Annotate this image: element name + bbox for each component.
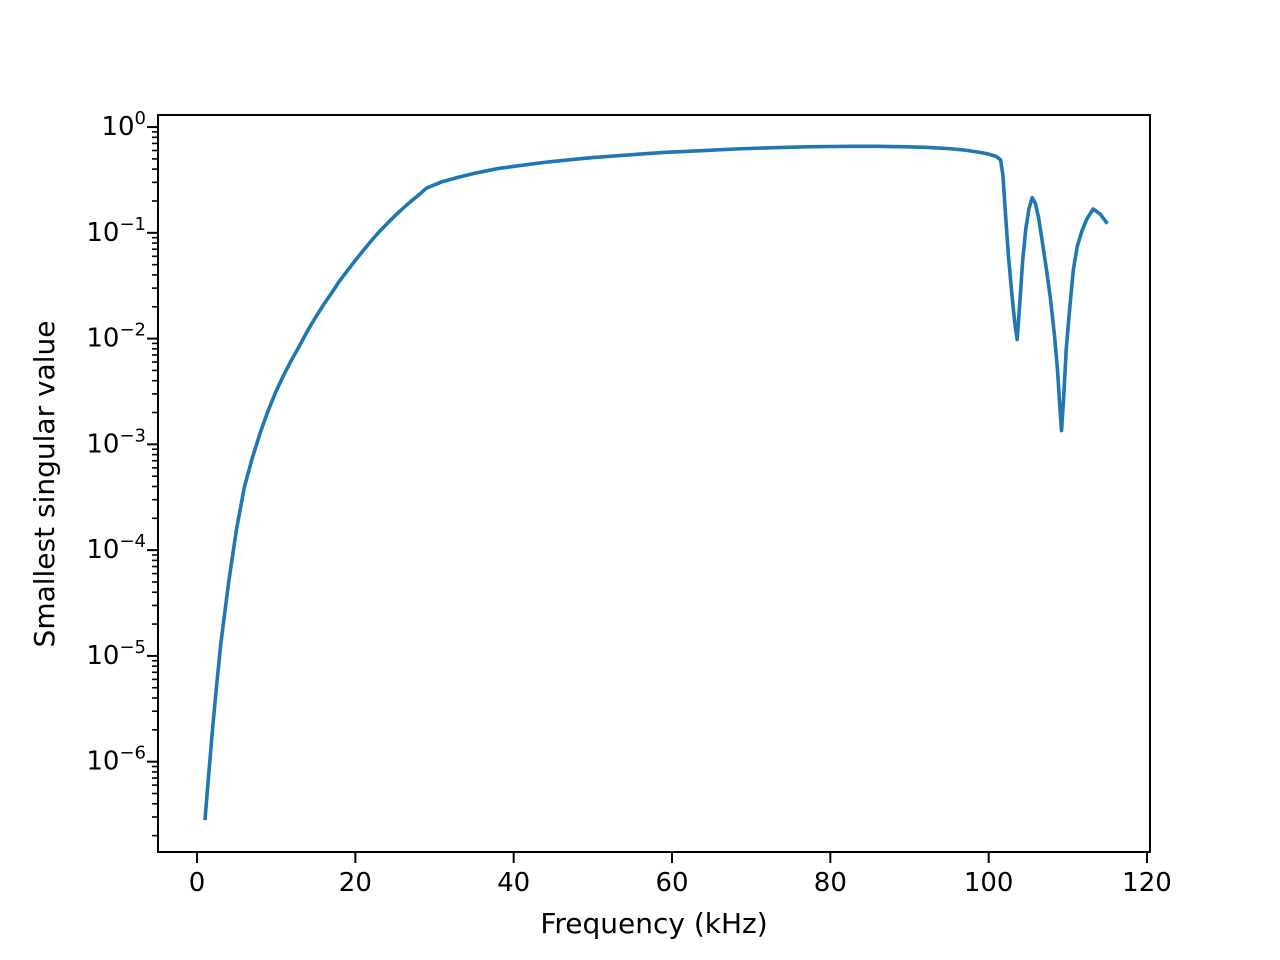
x-tick-label: 80	[814, 868, 847, 898]
chart-generated-content: 100 10−1 10−2 10−3 10−4 10−5 10−6 0 20 40 60 80 100 1…	[86, 108, 1171, 898]
y-tick-label: 10−5	[86, 637, 146, 671]
series-line	[203, 144, 1109, 821]
x-tick-label: 60	[655, 868, 688, 898]
x-tick-label: 0	[189, 868, 206, 898]
x-tick-label: 120	[1122, 868, 1172, 898]
x-axis-label: Frequency (kHz)	[540, 907, 767, 940]
x-tick-label: 40	[497, 868, 530, 898]
y-tick-label: 10−2	[86, 320, 146, 354]
axes-spines	[157, 114, 1151, 853]
x-tick-label: 20	[339, 868, 372, 898]
y-tick-label: 10−6	[86, 743, 146, 777]
y-tick-label: 100	[101, 108, 146, 142]
y-tick-label: 10−1	[86, 214, 146, 248]
y-tick-label: 10−3	[86, 425, 146, 459]
x-tick-label: 100	[964, 868, 1014, 898]
y-axis-label: Smallest singular value	[28, 321, 61, 648]
y-tick-label: 10−4	[86, 531, 146, 565]
